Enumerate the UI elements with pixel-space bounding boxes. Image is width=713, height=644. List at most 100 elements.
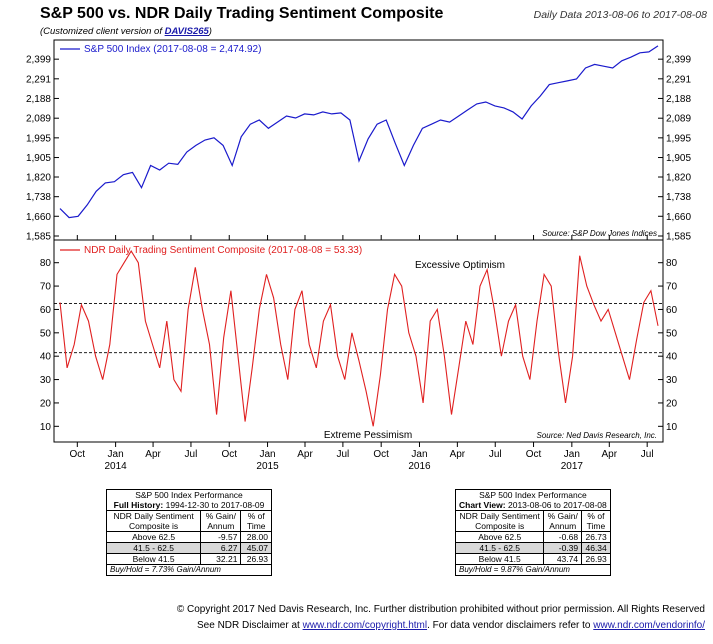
x-tick-label: Jul (641, 449, 654, 460)
vendorinfo-link[interactable]: www.ndr.com/vendorinfo/ (593, 620, 705, 631)
col-header-gain: % Gain/Annum (200, 510, 242, 532)
spx-source-note: Source: S&P Dow Jones Indices (542, 229, 657, 238)
row-zone: Below 41.5 (454, 553, 545, 565)
sentiment-y-tick-label-right: 40 (666, 352, 678, 363)
x-tick-label: Oct (221, 449, 237, 460)
spx-y-tick-label-right: 1,660 (666, 212, 691, 223)
col-header-gain: % Gain/Annum (543, 510, 583, 532)
sentiment-y-tick-label-left: 30 (40, 375, 52, 386)
col-header-zone-line2: Composite is (129, 521, 179, 531)
spx-legend-label: S&P 500 Index (2017-08-08 = 2,474.92) (84, 44, 261, 55)
copyright-link[interactable]: www.ndr.com/copyright.html (302, 620, 428, 631)
chart-area: 1,585 1,585 1,660 1,660 1,738 1,738 1,820 1,820… (26, 39, 691, 472)
row-gain: 6.27 (200, 542, 242, 554)
row-zone: Below 41.5 (105, 553, 202, 565)
col-header-gain-line2: Annum (549, 521, 577, 531)
period-label: Full History: (113, 500, 164, 510)
row-gain: 43.74 (543, 553, 583, 565)
chart-title: S&P 500 vs. NDR Daily Trading Sentiment … (40, 5, 444, 22)
spx-y-tick-label-left: 2,399 (26, 55, 51, 66)
sentiment-source-note: Source: Ned Davis Research, Inc. (537, 431, 658, 440)
buy-hold-note: Buy/Hold = 7.73% Gain/Annum (106, 564, 272, 576)
col-header-zone: NDR Daily Sentiment Composite is (454, 510, 545, 532)
perf-table-title: S&P 500 Index Performance (106, 489, 272, 500)
col-header-time-line1: % of (587, 511, 605, 521)
period-label: Chart View: (459, 500, 506, 510)
x-year-label: 2014 (104, 461, 127, 472)
date-range: Daily Data 2013-08-06 to 2017-08-08 (533, 9, 707, 21)
spx-y-tick-label-left: 2,089 (26, 114, 51, 125)
buy-hold-note: Buy/Hold = 9.87% Gain/Annum (455, 564, 611, 576)
row-time: 45.07 (240, 542, 272, 554)
sentiment-y-tick-label-right: 80 (666, 258, 678, 269)
sentiment-legend-label: NDR Daily Trading Sentiment Composite (2… (84, 245, 362, 256)
row-zone: Above 62.5 (105, 531, 202, 543)
perf-table-chart-view: S&P 500 Index Performance Chart View: 20… (454, 489, 611, 576)
x-tick-label: Apr (602, 449, 618, 460)
row-gain: -0.39 (543, 542, 583, 554)
sentiment-y-tick-label-right: 60 (666, 305, 678, 316)
row-time: 46.34 (581, 542, 611, 554)
col-header-time-line1: % of (247, 511, 265, 521)
sentiment-y-tick-label-right: 20 (666, 398, 678, 409)
table-row: 41.5 - 62.5 6.27 45.07 (105, 542, 272, 554)
spx-panel-frame (53, 39, 664, 241)
row-zone: 41.5 - 62.5 (454, 542, 545, 554)
sentiment-y-tick-label-left: 40 (40, 352, 52, 363)
period-value: 1994-12-30 to 2017-08-09 (165, 500, 265, 510)
row-time: 26.93 (240, 553, 272, 565)
table-row: Below 41.5 32.21 26.93 (105, 553, 272, 565)
sentiment-y-tick-label-left: 70 (40, 282, 52, 293)
spx-y-tick-label-right: 2,291 (666, 74, 691, 85)
chart-subtitle: (Customized client version of DAVIS265) (40, 26, 212, 37)
spx-y-tick-label-left: 2,188 (26, 94, 51, 105)
x-tick-label: Oct (70, 449, 86, 460)
row-time: 26.73 (581, 531, 611, 543)
row-zone: Above 62.5 (454, 531, 545, 543)
sentiment-y-tick-label-right: 50 (666, 328, 678, 339)
col-header-zone-line2: Composite is (475, 521, 525, 531)
disclaimer-text-1: See NDR Disclaimer at (197, 620, 303, 631)
col-header-zone-line1: NDR Daily Sentiment (459, 511, 540, 521)
perf-table-period: Full History: 1994-12-30 to 2017-08-09 (106, 500, 272, 511)
sentiment-y-tick-label-right: 10 (666, 422, 678, 433)
table-row: Below 41.5 43.74 26.93 (454, 553, 611, 565)
spx-y-tick-label-right: 1,820 (666, 173, 691, 184)
annotation-extreme-pessimism: Extreme Pessimism (324, 430, 412, 441)
row-time: 26.93 (581, 553, 611, 565)
spx-y-tick-label-left: 1,660 (26, 212, 51, 223)
period-value: 2013-08-06 to 2017-08-08 (507, 500, 607, 510)
sentiment-panel-frame (53, 239, 664, 443)
col-header-zone-line1: NDR Daily Sentiment (113, 511, 194, 521)
col-header-gain-line1: % Gain/ (547, 511, 578, 521)
spx-y-tick-label-right: 2,188 (666, 94, 691, 105)
spx-y-tick-label-right: 1,905 (666, 153, 691, 164)
x-tick-label: Apr (450, 449, 466, 460)
table-row: Above 62.5 -9.57 28.00 (105, 531, 272, 543)
perf-table-period: Chart View: 2013-08-06 to 2017-08-08 (455, 500, 611, 511)
col-header-time-line2: Time (246, 521, 266, 531)
sentiment-y-tick-label-left: 10 (40, 422, 52, 433)
x-tick-label: Jul (185, 449, 198, 460)
x-tick-label: Jan (564, 449, 580, 460)
x-tick-label: Jan (411, 449, 427, 460)
row-time: 28.00 (240, 531, 272, 543)
spx-y-tick-label-right: 1,995 (666, 133, 691, 144)
spx-y-tick-label-left: 1,995 (26, 133, 51, 144)
x-tick-label: Apr (297, 449, 313, 460)
row-gain: -0.68 (543, 531, 583, 543)
x-tick-label: Oct (526, 449, 542, 460)
sentiment-y-tick-label-left: 20 (40, 398, 52, 409)
spx-y-tick-label-left: 1,905 (26, 153, 51, 164)
col-header-zone: NDR Daily Sentiment Composite is (105, 510, 202, 532)
x-tick-label: Jul (336, 449, 349, 460)
spx-y-tick-label-right: 2,399 (666, 55, 691, 66)
x-year-label: 2016 (408, 461, 431, 472)
sentiment-y-tick-label-left: 60 (40, 305, 52, 316)
spx-y-tick-label-right: 2,089 (666, 114, 691, 125)
client-code-link[interactable]: DAVIS265 (164, 26, 209, 37)
disclaimer-line: See NDR Disclaimer at www.ndr.com/copyri… (197, 620, 705, 631)
x-tick-label: Apr (145, 449, 161, 460)
spx-y-tick-label-left: 1,820 (26, 173, 51, 184)
row-gain: 32.21 (200, 553, 242, 565)
